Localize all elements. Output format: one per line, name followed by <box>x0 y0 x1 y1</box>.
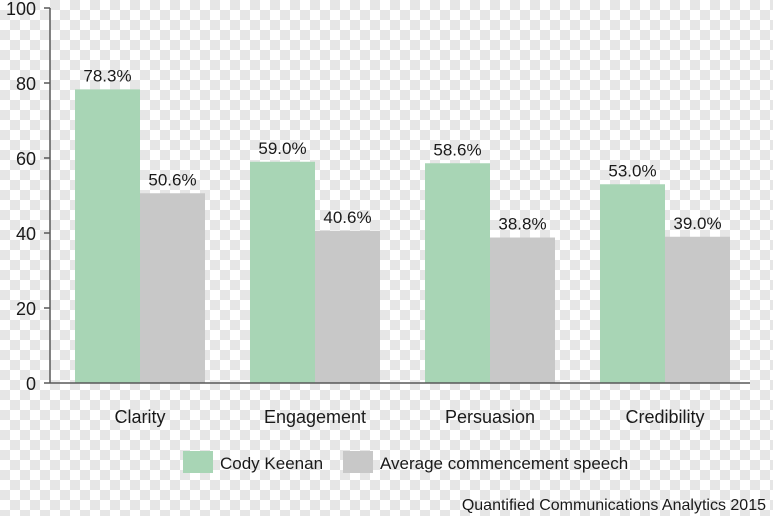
y-axis-ticks: 0 20 40 60 80 100 <box>6 0 50 394</box>
data-label-engagement-cody-keenan: 59.0% <box>258 139 306 158</box>
bar-persuasion-average-commencement-speech <box>490 237 555 383</box>
bar-persuasion-cody-keenan <box>425 163 490 383</box>
y-tick-label: 60 <box>16 149 36 169</box>
data-label-persuasion-average-commencement-speech: 38.8% <box>498 215 546 234</box>
y-tick-label: 100 <box>6 0 36 19</box>
x-tick-label-persuasion: Persuasion <box>445 407 535 427</box>
bar-value-labels: 78.3% 50.6% 59.0% 40.6% 58.6% 38.8% 53.0% 39.0% <box>83 66 721 233</box>
y-tick-label: 20 <box>16 299 36 319</box>
source-caption: Quantified Communications Analytics 2015 <box>462 497 766 514</box>
y-tick-label: 40 <box>16 224 36 244</box>
bar-engagement-average-commencement-speech <box>315 230 380 383</box>
y-tick-label: 80 <box>16 74 36 94</box>
x-tick-label-engagement: Engagement <box>264 407 366 427</box>
y-tick-label: 0 <box>26 374 36 394</box>
data-label-clarity-average-commencement-speech: 50.6% <box>148 170 196 189</box>
data-label-credibility-cody-keenan: 53.0% <box>608 161 656 180</box>
data-label-persuasion-cody-keenan: 58.6% <box>433 140 481 159</box>
bar-credibility-average-commencement-speech <box>665 236 730 383</box>
data-label-credibility-average-commencement-speech: 39.0% <box>673 214 721 233</box>
x-tick-label-clarity: Clarity <box>114 407 165 427</box>
legend-label-cody-keenan: Cody Keenan <box>220 454 323 473</box>
bars <box>75 89 730 383</box>
bar-clarity-average-commencement-speech <box>140 193 205 383</box>
data-label-clarity-cody-keenan: 78.3% <box>83 66 131 85</box>
legend-swatch-average-commencement-speech <box>343 451 373 473</box>
legend: Cody Keenan Average commencement speech <box>183 451 628 473</box>
legend-swatch-cody-keenan <box>183 451 213 473</box>
x-tick-label-credibility: Credibility <box>625 407 704 427</box>
legend-label-average-commencement-speech: Average commencement speech <box>380 454 628 473</box>
x-axis-category-labels: Clarity Engagement Persuasion Credibility <box>114 407 704 427</box>
data-label-engagement-average-commencement-speech: 40.6% <box>323 208 371 227</box>
bar-credibility-cody-keenan <box>600 184 665 383</box>
bar-clarity-cody-keenan <box>75 89 140 383</box>
bar-engagement-cody-keenan <box>250 161 315 383</box>
